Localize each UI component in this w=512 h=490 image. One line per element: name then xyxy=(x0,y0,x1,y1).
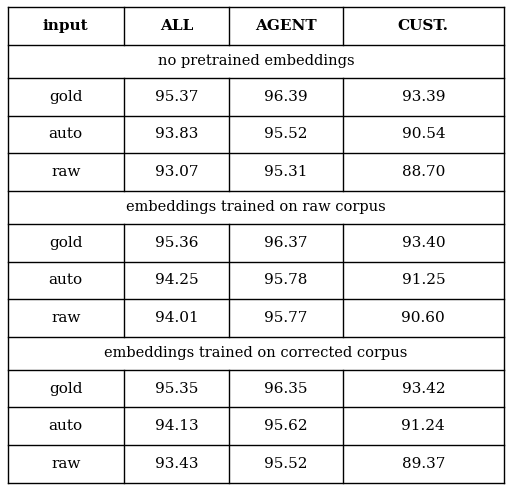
Text: auto: auto xyxy=(49,127,83,142)
Text: 96.37: 96.37 xyxy=(264,236,308,250)
Text: 93.40: 93.40 xyxy=(401,236,445,250)
Text: 94.01: 94.01 xyxy=(155,311,199,325)
Text: CUST.: CUST. xyxy=(398,19,449,33)
Text: AGENT: AGENT xyxy=(255,19,316,33)
Text: gold: gold xyxy=(49,90,82,104)
Text: 93.43: 93.43 xyxy=(155,457,198,471)
Text: 90.60: 90.60 xyxy=(401,311,445,325)
Text: 95.78: 95.78 xyxy=(264,273,308,287)
Text: 93.07: 93.07 xyxy=(155,165,198,179)
Text: 96.39: 96.39 xyxy=(264,90,308,104)
Text: 96.35: 96.35 xyxy=(264,382,308,395)
Text: 95.77: 95.77 xyxy=(264,311,308,325)
Text: 93.42: 93.42 xyxy=(401,382,445,395)
Text: 90.54: 90.54 xyxy=(401,127,445,142)
Text: 88.70: 88.70 xyxy=(402,165,445,179)
Text: 91.25: 91.25 xyxy=(401,273,445,287)
Text: 95.52: 95.52 xyxy=(264,457,308,471)
Text: raw: raw xyxy=(51,165,80,179)
Text: input: input xyxy=(43,19,89,33)
Text: gold: gold xyxy=(49,236,82,250)
Text: gold: gold xyxy=(49,382,82,395)
Text: 94.13: 94.13 xyxy=(155,419,198,433)
Text: 95.62: 95.62 xyxy=(264,419,308,433)
Text: no pretrained embeddings: no pretrained embeddings xyxy=(158,54,354,69)
Text: 91.24: 91.24 xyxy=(401,419,445,433)
Text: 95.35: 95.35 xyxy=(155,382,198,395)
Text: raw: raw xyxy=(51,457,80,471)
Text: 93.39: 93.39 xyxy=(401,90,445,104)
Text: 95.31: 95.31 xyxy=(264,165,308,179)
Text: 95.52: 95.52 xyxy=(264,127,308,142)
Text: 95.36: 95.36 xyxy=(155,236,198,250)
Text: ALL: ALL xyxy=(160,19,193,33)
Text: raw: raw xyxy=(51,311,80,325)
Text: 89.37: 89.37 xyxy=(402,457,445,471)
Text: embeddings trained on raw corpus: embeddings trained on raw corpus xyxy=(126,200,386,215)
Text: auto: auto xyxy=(49,419,83,433)
Text: 95.37: 95.37 xyxy=(155,90,198,104)
Text: 93.83: 93.83 xyxy=(155,127,198,142)
Text: 94.25: 94.25 xyxy=(155,273,198,287)
Text: auto: auto xyxy=(49,273,83,287)
Text: embeddings trained on corrected corpus: embeddings trained on corrected corpus xyxy=(104,346,408,360)
